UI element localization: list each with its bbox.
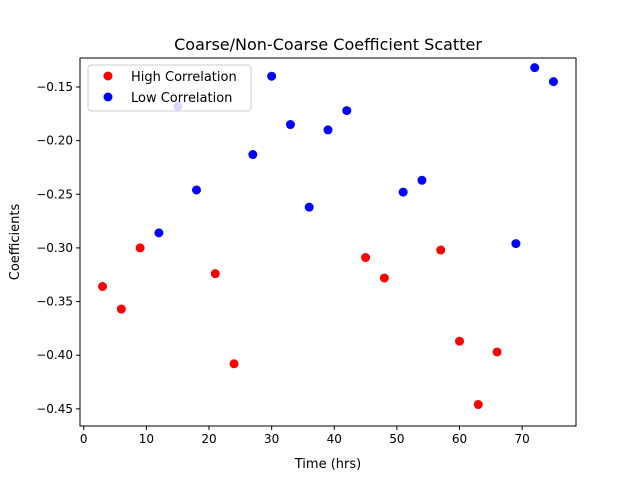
- low-correlation-point: [323, 125, 333, 135]
- high-correlation-point: [473, 400, 483, 410]
- y-tick-label: −0.25: [36, 187, 73, 201]
- x-tick-label: 0: [80, 432, 88, 446]
- x-tick-label: 30: [264, 432, 279, 446]
- low-correlation-point: [304, 202, 314, 212]
- x-axis-label: Time (hrs): [294, 457, 361, 472]
- high-correlation-point: [379, 273, 389, 283]
- y-tick-label: −0.35: [36, 295, 73, 309]
- x-tick-label: 60: [452, 432, 467, 446]
- high-correlation-point: [455, 336, 465, 346]
- x-tick-label: 50: [389, 432, 404, 446]
- y-tick-label: −0.15: [36, 80, 73, 94]
- low-correlation-point: [417, 175, 427, 185]
- y-axis-label: Coefficients: [8, 204, 23, 281]
- legend-marker: [103, 71, 113, 81]
- low-correlation-point: [248, 150, 258, 160]
- low-correlation-point: [511, 239, 521, 249]
- low-correlation-point: [548, 77, 558, 87]
- high-correlation-point: [436, 245, 446, 255]
- chart-title: Coarse/Non-Coarse Coefficient Scatter: [174, 35, 482, 54]
- low-correlation-point: [398, 187, 408, 197]
- x-tick-label: 20: [201, 432, 216, 446]
- high-correlation-point: [229, 359, 239, 369]
- high-correlation-point: [361, 253, 371, 263]
- y-tick-label: −0.20: [36, 134, 73, 148]
- low-correlation-point: [285, 120, 295, 130]
- low-correlation-point: [191, 185, 201, 195]
- x-tick-label: 10: [139, 432, 154, 446]
- y-tick-label: −0.40: [36, 348, 73, 362]
- high-correlation-point: [492, 347, 502, 357]
- y-tick-label: −0.45: [36, 402, 73, 416]
- data-points: [98, 63, 558, 410]
- legend-label: High Correlation: [131, 70, 237, 85]
- low-correlation-point: [342, 106, 352, 116]
- high-correlation-point: [116, 304, 126, 314]
- legend-marker: [103, 92, 113, 102]
- low-correlation-point: [154, 228, 164, 238]
- axis-ticks: 0 10 20 30 40 50 60 70 −0.45 −0.40 −0.35 −0.30 −0.25…: [36, 80, 530, 446]
- high-correlation-point: [210, 269, 220, 279]
- plot-frame: [79, 57, 577, 427]
- legend-label: Low Correlation: [131, 91, 232, 106]
- legend: High Correlation Low Correlation: [87, 64, 252, 112]
- x-tick-label: 70: [515, 432, 530, 446]
- y-tick-label: −0.30: [36, 241, 73, 255]
- low-correlation-point: [530, 63, 540, 73]
- low-correlation-point: [267, 71, 277, 81]
- x-tick-label: 40: [327, 432, 342, 446]
- legend-box: [87, 64, 252, 112]
- high-correlation-point: [135, 243, 145, 253]
- high-correlation-point: [98, 282, 108, 292]
